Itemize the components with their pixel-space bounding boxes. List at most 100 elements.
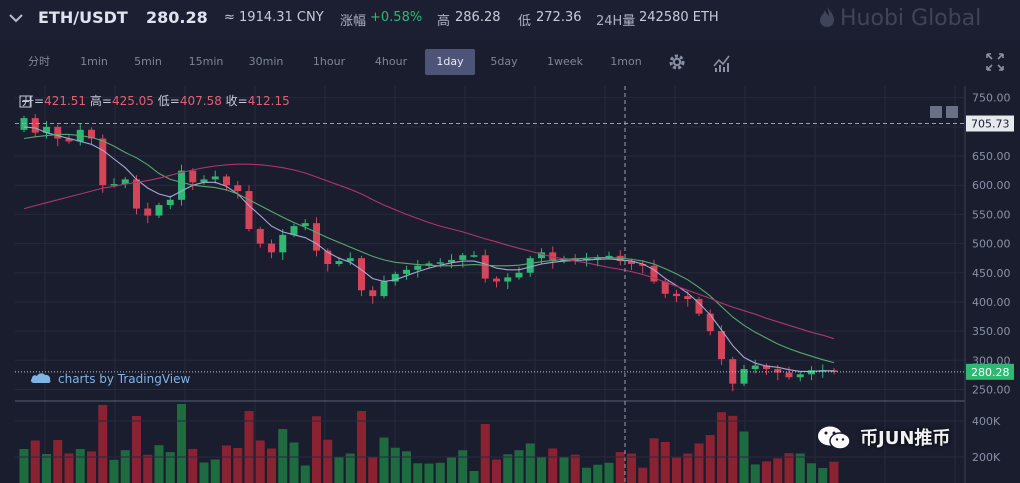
candle-body (256, 228, 264, 244)
pair-symbol[interactable]: ETH/USDT (38, 8, 128, 27)
candle-body (414, 265, 422, 270)
gear-icon[interactable] (666, 51, 688, 73)
volume-bar (514, 450, 524, 483)
volume-bar (537, 457, 546, 483)
candle-body (211, 176, 219, 180)
chevron-down-icon[interactable] (6, 8, 26, 28)
tradingview-credit[interactable]: charts by TradingView (30, 372, 190, 386)
volume-bar (413, 463, 423, 483)
interval-tab[interactable]: 分时 (28, 55, 50, 68)
candle-body (796, 374, 804, 378)
volume-bar (289, 442, 299, 483)
candle-body (684, 296, 692, 300)
volume-bar (345, 453, 355, 483)
volume-bar (649, 438, 659, 483)
interval-tab[interactable]: 1mon (610, 55, 642, 68)
low-label: 低 (518, 14, 532, 29)
interval-tab[interactable]: 5min (134, 55, 162, 68)
candle-body (751, 365, 759, 370)
volume-bar (312, 416, 321, 483)
volume-bar (469, 471, 479, 483)
volume-bar (87, 451, 96, 483)
candle-body (223, 176, 230, 186)
interval-tab[interactable]: 1min (80, 55, 108, 68)
volume-bar (53, 440, 63, 483)
volume-bar (458, 450, 468, 483)
candle-body (121, 179, 129, 185)
indicator-icon[interactable] (712, 51, 734, 73)
candle-body (763, 365, 770, 370)
volume-bar (795, 453, 805, 483)
volume-bar (98, 405, 108, 483)
volume-bar (278, 429, 288, 483)
volume-bar (705, 435, 715, 483)
volume-bar (717, 412, 726, 483)
candle-body (31, 118, 39, 133)
moving-average-line (23, 163, 835, 340)
ohlc-close-value: 412.15 (247, 94, 290, 108)
ohlc-low-label: 低= (157, 94, 180, 108)
candle-body (673, 293, 680, 297)
candle-body (313, 223, 320, 251)
volume-bar (368, 457, 378, 483)
volume-label: 24H量 (596, 14, 636, 29)
price-chart[interactable]: 750.00700.00650.00600.00550.00500.00450.… (0, 86, 1020, 483)
candle-body (808, 370, 815, 375)
volume-bar (773, 458, 783, 483)
volume-bar (379, 437, 389, 483)
crosshair-price-box (966, 115, 1014, 132)
volume-bar (503, 454, 513, 483)
interval-tab[interactable]: 15min (188, 55, 224, 68)
interval-toolbar: 分时 1min 5min 15min 30min 1hour 4hour 1da… (0, 42, 1020, 86)
ticker-header: ETH/USDT 280.28 ≈ 1914.31 CNY 涨幅 +0.58% … (0, 0, 1020, 40)
candle-body (448, 259, 455, 263)
volume-bar (435, 462, 445, 483)
volume-bar (300, 465, 310, 483)
moving-average-line (23, 133, 835, 364)
interval-tab-active[interactable]: 1day (425, 49, 475, 75)
interval-tab[interactable]: 30min (248, 55, 284, 68)
volume-bar (165, 452, 175, 483)
candle-body (279, 234, 287, 253)
volume-bar (447, 457, 456, 483)
huobi-logo: Huobi Global (818, 6, 981, 31)
candle-body (88, 129, 95, 139)
candle-body (785, 372, 793, 378)
moving-average-line (23, 126, 834, 372)
volume-bar (615, 452, 625, 483)
volume-bar (120, 450, 130, 483)
candle-body (133, 179, 140, 209)
candle-body (200, 179, 208, 183)
interval-tab[interactable]: 5day (490, 55, 518, 68)
volume-bar (728, 415, 738, 483)
high-value: 286.28 (455, 10, 501, 25)
volume-bar (593, 464, 603, 483)
change-value: +0.58% (370, 10, 423, 25)
candle-body (178, 170, 185, 200)
interval-tab[interactable]: 1hour (312, 55, 346, 68)
candle-body (234, 185, 242, 192)
interval-tab[interactable]: 4hour (374, 55, 408, 68)
candle-body (504, 277, 512, 282)
volume-bar (638, 467, 648, 483)
candle-body (65, 138, 73, 142)
candle-body (425, 263, 433, 266)
last-price: 280.28 (146, 8, 208, 27)
wechat-watermark: 币JUN推币 (816, 424, 950, 452)
volume-bar (334, 456, 344, 483)
interval-tab[interactable]: 1week (547, 55, 583, 68)
candle-body (324, 250, 332, 265)
ohlc-open-value: 421.51 (44, 94, 87, 108)
volume-bar (143, 454, 153, 483)
candle-body (718, 331, 725, 360)
volume-bar (30, 440, 40, 483)
volume-bar (694, 443, 704, 483)
volume-bar (188, 449, 198, 483)
fullscreen-icon[interactable] (984, 51, 1006, 73)
ohlc-low-value: 407.58 (179, 94, 222, 108)
ohlc-high-value: 425.05 (111, 94, 154, 108)
candle-body (155, 205, 163, 216)
volume-bar (660, 441, 670, 483)
price-tick-label: 500.00 (972, 238, 1011, 251)
candle-body (245, 191, 253, 229)
